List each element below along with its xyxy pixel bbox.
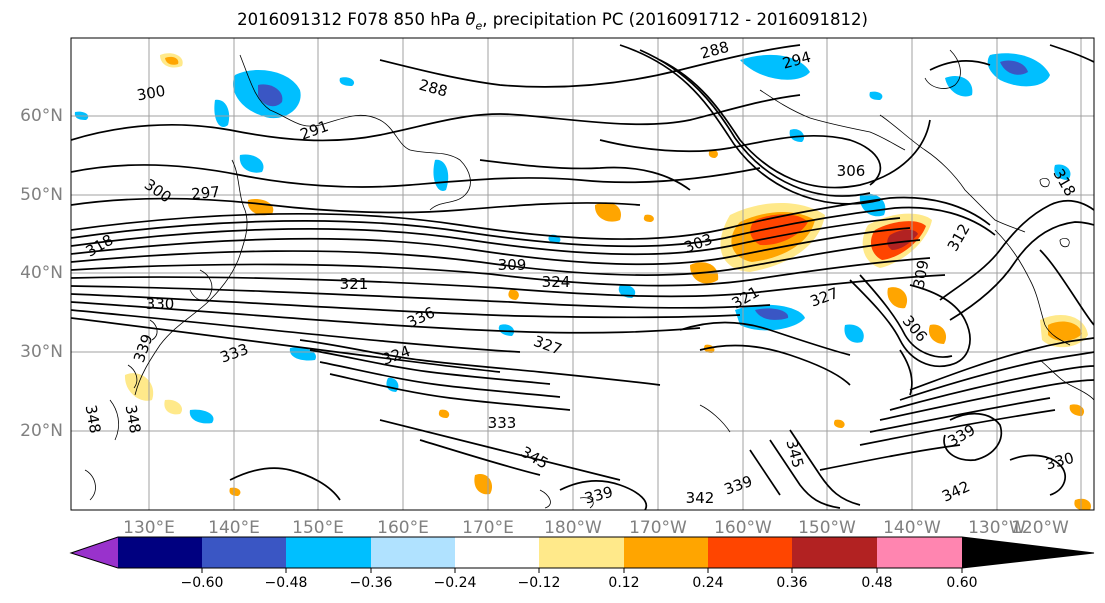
precip-neg-patch (1000, 60, 1028, 75)
map-title: 2016091312 F078 850 hPa θe, precipitatio… (0, 10, 1105, 32)
precip-pos-patch (643, 214, 654, 222)
precip-pos-patch (508, 289, 519, 300)
precip-neg-patch (289, 347, 316, 361)
lat-label-60n: 60°N (20, 106, 63, 126)
colorbar-tick-label: 0.24 (692, 575, 724, 591)
precip-neg-patch (498, 324, 515, 336)
contour-label: 297 (191, 183, 221, 203)
precip-pos-patch (708, 149, 718, 158)
colorbar-segment (455, 537, 540, 568)
lon-label-120w: 120°W (1011, 518, 1069, 538)
contour-label: 300 (135, 82, 166, 105)
lon-label-150w: 150°W (798, 518, 856, 538)
contour-label: 309 (910, 258, 933, 289)
lat-label-20n: 20°N (20, 421, 63, 441)
lat-label-30n: 30°N (20, 342, 63, 362)
lon-label-130e: 130°E (123, 518, 175, 538)
contour-label: 333 (488, 414, 517, 432)
colorbar-segment (118, 537, 203, 568)
colorbar-tick-label: −0.48 (264, 575, 308, 591)
lat-label-40n: 40°N (20, 263, 63, 283)
colorbar-tick-label: −0.12 (517, 575, 561, 591)
colorbar-tick-label: 0.60 (946, 575, 978, 591)
lon-label-180w: 180°W (544, 518, 602, 538)
map-panel: 288 294 300 288 291 297 300 306 318 309 … (71, 38, 1094, 510)
precip-neg-patch (258, 84, 283, 107)
precip-neg-patch (945, 75, 973, 97)
lon-label-160e: 160°E (377, 518, 429, 538)
colorbar-segment (792, 537, 877, 568)
lon-label-170w: 170°W (629, 518, 687, 538)
contour-label: 348 (82, 403, 105, 434)
precip-pos-patch (887, 229, 918, 250)
lon-label-170e: 170°E (462, 518, 514, 538)
lon-label-130w: 130°W (968, 518, 1026, 538)
precip-pos-patch (124, 373, 154, 401)
title-prefix: 2016091312 F078 850 hPa (237, 10, 466, 29)
colorbar-tick-label: −0.24 (433, 575, 477, 591)
precip-neg-patch (844, 324, 864, 343)
precip-neg-patch (189, 409, 214, 424)
precip-neg-patch (869, 91, 883, 100)
precip-pos-patch (833, 419, 845, 428)
precip-neg-patch (1054, 164, 1071, 180)
colorbar-tick-label: 0.48 (861, 575, 893, 591)
theta-e-contours (71, 44, 1094, 510)
contour-label: 321 (340, 275, 369, 293)
precip-neg-patch (239, 154, 264, 173)
contour-label: 306 (837, 162, 866, 180)
lon-label-140e: 140°E (208, 518, 260, 538)
precip-pos-patch (928, 324, 947, 344)
colorbar-outline (69, 536, 1095, 569)
title-subscript: e (475, 19, 483, 33)
colorbar-segment (202, 537, 287, 568)
contour-label: 348 (122, 403, 145, 434)
precip-pos-patch (750, 214, 808, 246)
precip-pos-patch (1069, 404, 1085, 416)
contour-label: 309 (498, 256, 527, 274)
colorbar-tick-label: 0.12 (608, 575, 640, 591)
precip-pos-patch (229, 487, 241, 496)
graticule (71, 38, 1094, 510)
precip-pos-patch (438, 409, 450, 418)
colorbar-segment (624, 537, 709, 568)
lat-label-50n: 50°N (20, 185, 63, 205)
colorbar-segment (539, 537, 624, 568)
precip-pos-patch (1048, 321, 1082, 341)
colorbar-segment (877, 537, 962, 568)
contour-label: 342 (686, 489, 715, 507)
precip-pos-patch (165, 56, 179, 65)
title-suffix: , precipitation PC (2016091712 - 2016091… (482, 10, 868, 29)
map-frame (70, 37, 1095, 511)
colorbar-segment (286, 537, 371, 568)
lon-label-140w: 140°W (883, 518, 941, 538)
colorbar-segment (371, 537, 456, 568)
precip-pos-patch (164, 399, 183, 415)
colorbar-tick-label: −0.36 (349, 575, 393, 591)
precip-pos-patch (887, 287, 908, 309)
lon-label-150e: 150°E (292, 518, 344, 538)
precip-neg-patch (755, 308, 789, 320)
colorbar-segment-extend-high (962, 537, 1094, 568)
contour-label: 330 (146, 295, 175, 313)
colorbar-segment (708, 537, 793, 568)
precip-shading (74, 53, 1091, 510)
colorbar-tick-label: −0.60 (180, 575, 224, 591)
contour-label: 324 (542, 273, 571, 291)
precip-neg-patch (214, 99, 230, 128)
colorbar-segment-extend-low (71, 537, 118, 568)
colorbar-tick-label: 0.36 (776, 575, 808, 591)
precip-pos-patch (1074, 498, 1091, 510)
lon-label-160w: 160°W (714, 518, 772, 538)
precip-neg-patch (339, 77, 355, 86)
precip-neg-patch (789, 129, 805, 142)
title-symbol: θ (465, 10, 476, 29)
colorbar (69, 536, 1095, 573)
precip-pos-patch (594, 202, 621, 222)
precip-neg-patch (740, 54, 810, 80)
